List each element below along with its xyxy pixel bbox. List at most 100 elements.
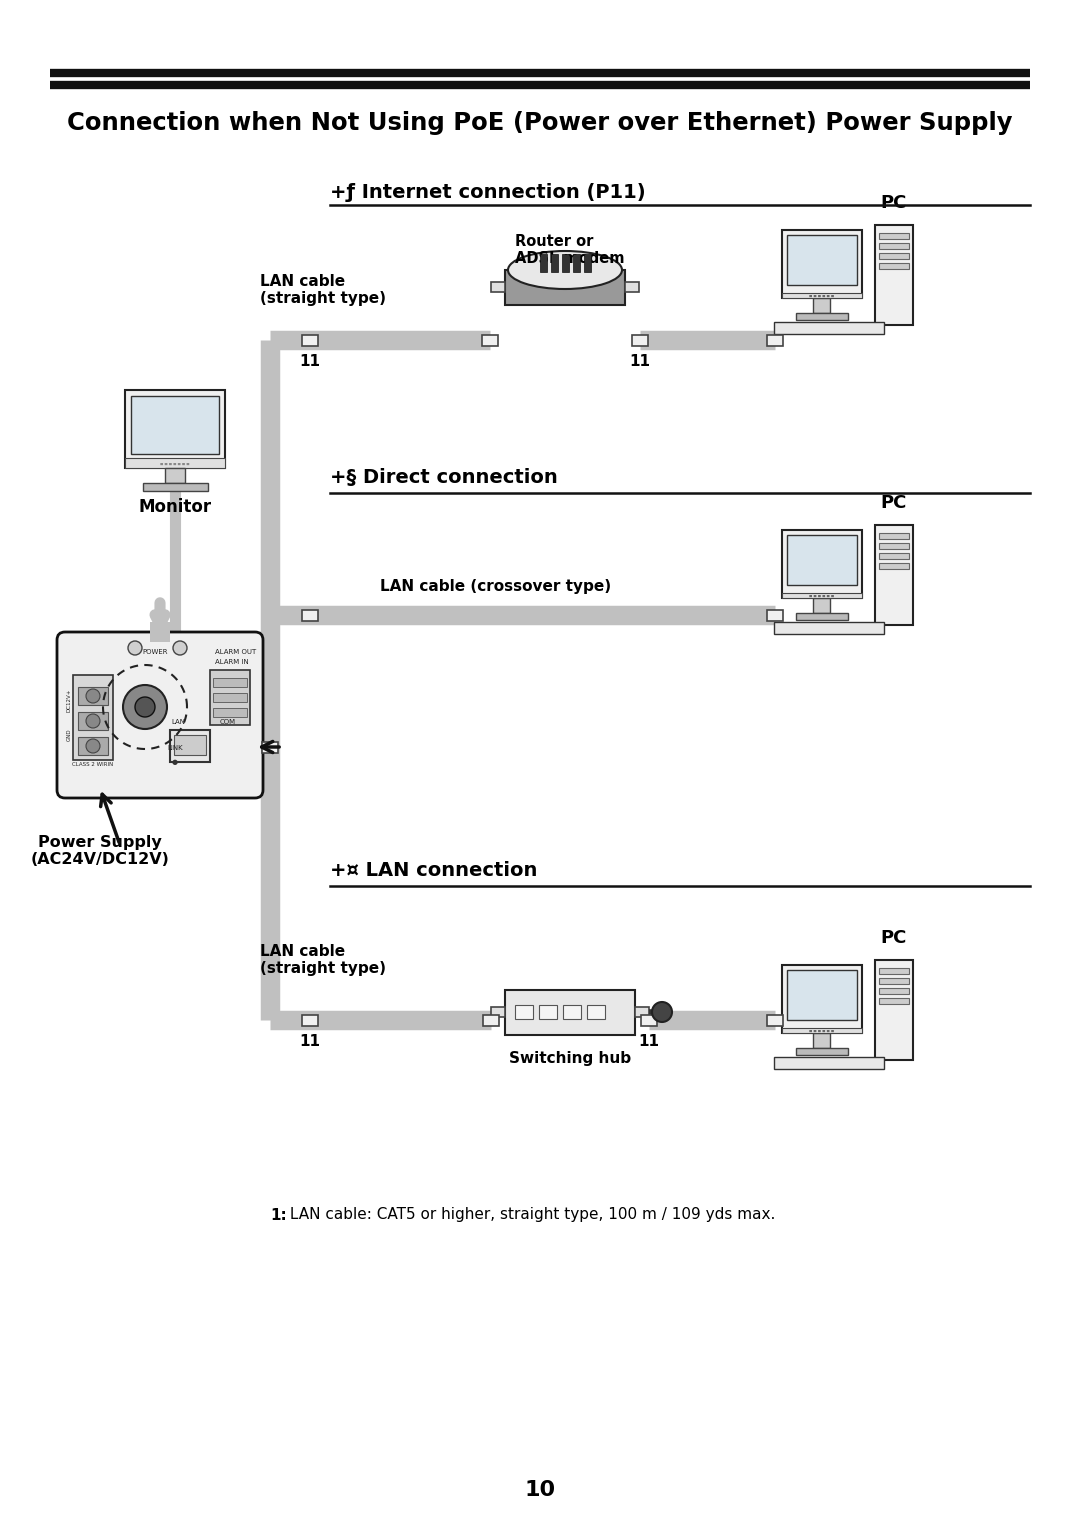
Bar xyxy=(787,535,858,585)
Bar xyxy=(767,335,783,345)
Bar xyxy=(505,990,635,1034)
Text: ALARM OUT: ALARM OUT xyxy=(215,649,256,656)
Bar xyxy=(886,312,891,316)
Text: Power Supply
(AC24V/DC12V): Power Supply (AC24V/DC12V) xyxy=(30,834,170,868)
Text: LAN cable (crossover type): LAN cable (crossover type) xyxy=(380,579,611,594)
Bar xyxy=(901,312,909,316)
Bar xyxy=(787,970,858,1021)
Bar xyxy=(572,254,580,272)
Bar xyxy=(879,254,909,260)
Bar xyxy=(901,1047,909,1051)
Bar xyxy=(879,978,909,984)
Bar xyxy=(515,1005,534,1019)
Bar xyxy=(539,1005,557,1019)
Bar xyxy=(78,688,108,704)
Text: ■ ■ ■ ■ ■ ■: ■ ■ ■ ■ ■ ■ xyxy=(809,1028,835,1033)
Bar xyxy=(796,613,848,620)
Bar xyxy=(813,298,831,313)
Bar xyxy=(879,1047,885,1051)
Bar xyxy=(782,293,862,298)
Bar xyxy=(302,335,318,345)
Ellipse shape xyxy=(508,251,622,289)
Bar xyxy=(901,611,909,617)
Bar xyxy=(143,483,208,490)
Bar xyxy=(879,998,909,1004)
Bar xyxy=(879,243,909,249)
Bar xyxy=(879,613,885,617)
Text: ■ ■ ■ ■ ■ ■: ■ ■ ■ ■ ■ ■ xyxy=(809,293,835,298)
Text: CLASS 2 WIRIN: CLASS 2 WIRIN xyxy=(72,762,113,767)
Text: Router or
ADSL modem: Router or ADSL modem xyxy=(515,234,624,266)
Bar xyxy=(150,622,170,642)
Bar xyxy=(774,622,885,634)
Bar xyxy=(483,1015,499,1025)
Bar xyxy=(774,1057,885,1070)
Text: +¤ LAN connection: +¤ LAN connection xyxy=(330,860,538,880)
Bar xyxy=(796,1048,848,1054)
Bar xyxy=(796,313,848,319)
Text: LAN: LAN xyxy=(171,720,185,724)
Bar xyxy=(491,1007,505,1018)
Text: Switching hub: Switching hub xyxy=(509,1051,631,1065)
Bar xyxy=(875,960,913,1060)
Text: 11: 11 xyxy=(299,354,321,370)
Text: PC: PC xyxy=(881,194,907,212)
Bar xyxy=(782,1028,862,1033)
Text: LAN cable: CAT5 or higher, straight type, 100 m / 109 yds max.: LAN cable: CAT5 or higher, straight type… xyxy=(285,1207,775,1222)
Text: ■ ■ ■ ■ ■ ■ ■: ■ ■ ■ ■ ■ ■ ■ xyxy=(160,461,190,466)
Bar xyxy=(875,225,913,325)
Circle shape xyxy=(86,714,100,727)
Circle shape xyxy=(129,642,141,656)
Bar xyxy=(482,335,498,345)
Text: LINK: LINK xyxy=(167,746,183,750)
Bar xyxy=(886,1047,891,1051)
Bar xyxy=(165,468,185,483)
Text: PC: PC xyxy=(881,929,907,947)
Bar xyxy=(73,675,113,759)
Bar xyxy=(563,1005,581,1019)
Bar xyxy=(782,593,862,597)
Bar xyxy=(562,254,568,272)
Bar xyxy=(213,678,247,688)
Text: 11: 11 xyxy=(299,1034,321,1050)
Bar xyxy=(213,707,247,717)
Bar xyxy=(879,542,909,549)
Bar xyxy=(302,610,318,620)
Bar xyxy=(588,1005,605,1019)
Bar xyxy=(879,263,909,269)
Bar xyxy=(262,741,278,752)
Bar xyxy=(879,969,909,973)
Bar xyxy=(625,283,639,292)
Text: ALARM IN: ALARM IN xyxy=(215,659,248,665)
Bar xyxy=(782,231,862,298)
Bar xyxy=(879,562,909,568)
Bar xyxy=(767,610,783,620)
Bar xyxy=(78,736,108,755)
Bar xyxy=(774,322,885,335)
Text: Monitor: Monitor xyxy=(138,498,212,516)
Bar xyxy=(813,597,831,613)
FancyBboxPatch shape xyxy=(57,633,264,798)
Text: LAN cable
(straight type): LAN cable (straight type) xyxy=(260,274,386,306)
Bar xyxy=(879,312,885,316)
Bar xyxy=(125,390,225,468)
Text: GND: GND xyxy=(67,729,71,741)
Bar xyxy=(782,966,862,1033)
Bar xyxy=(879,989,909,995)
Text: ●: ● xyxy=(172,759,178,766)
Bar xyxy=(213,694,247,701)
Bar xyxy=(787,235,858,286)
Bar xyxy=(767,1015,783,1025)
Bar xyxy=(131,396,219,454)
Bar xyxy=(879,232,909,238)
Bar xyxy=(879,533,909,539)
Text: ■ ■ ■ ■ ■ ■: ■ ■ ■ ■ ■ ■ xyxy=(809,593,835,597)
Text: LAN cable
(straight type): LAN cable (straight type) xyxy=(260,944,386,976)
Bar xyxy=(875,526,913,625)
Circle shape xyxy=(652,1002,672,1022)
Text: +§ Direct connection: +§ Direct connection xyxy=(330,469,557,487)
Bar xyxy=(886,613,891,617)
Bar xyxy=(632,335,648,345)
Text: POWER: POWER xyxy=(143,649,167,656)
Circle shape xyxy=(173,642,187,656)
